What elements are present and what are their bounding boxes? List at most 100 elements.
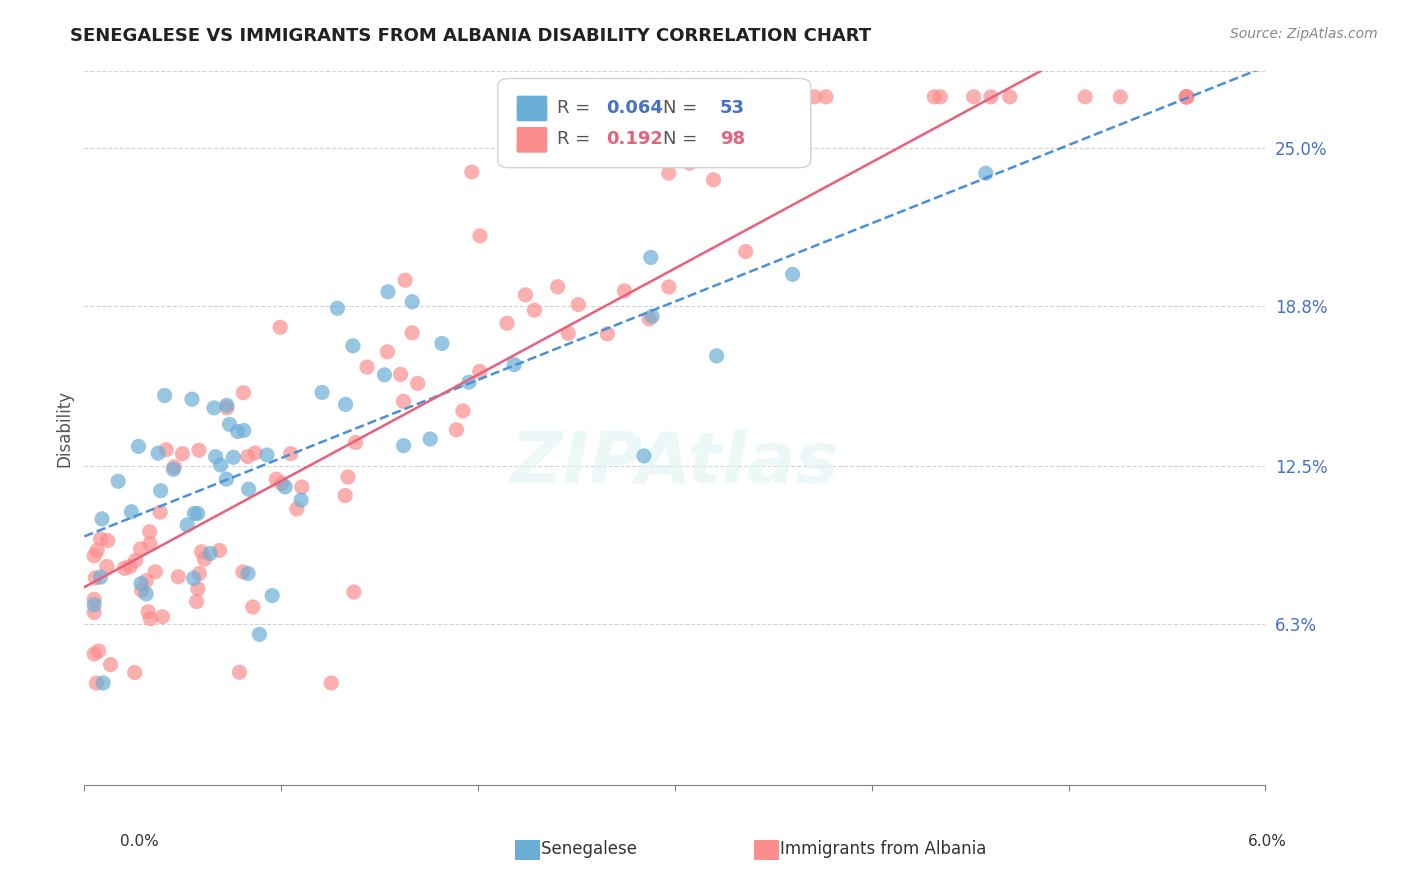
- Text: 0.064: 0.064: [606, 99, 664, 117]
- FancyBboxPatch shape: [516, 127, 547, 153]
- Point: [1109, 90, 1132, 104]
- Point: [150, 609, 173, 624]
- Point: [135, 587, 157, 601]
- Text: R =: R =: [557, 130, 596, 148]
- Point: [162, 462, 184, 476]
- Point: [335, 397, 357, 411]
- Point: [112, 561, 135, 575]
- Point: [228, 665, 250, 680]
- Point: [139, 537, 162, 551]
- Point: [446, 423, 468, 437]
- Point: [91, 676, 114, 690]
- Point: [163, 459, 186, 474]
- Point: [280, 447, 302, 461]
- Point: [496, 316, 519, 330]
- Point: [124, 553, 146, 567]
- Point: [215, 398, 238, 412]
- Point: [232, 565, 254, 579]
- Point: [557, 326, 579, 341]
- Point: [1175, 90, 1198, 104]
- Point: [153, 388, 176, 402]
- Point: [515, 288, 537, 302]
- Point: [567, 297, 589, 311]
- FancyBboxPatch shape: [498, 78, 811, 168]
- Point: [419, 432, 441, 446]
- Point: [131, 583, 153, 598]
- Point: [1175, 90, 1198, 104]
- Point: [218, 417, 240, 432]
- FancyBboxPatch shape: [516, 95, 547, 121]
- Point: [342, 339, 364, 353]
- Point: [236, 450, 259, 464]
- Point: [89, 570, 111, 584]
- Point: [343, 585, 366, 599]
- Point: [129, 541, 152, 556]
- Point: [929, 90, 952, 104]
- Point: [186, 594, 208, 608]
- Point: [236, 566, 259, 581]
- Point: [143, 565, 166, 579]
- Point: [392, 439, 415, 453]
- Point: [209, 458, 232, 472]
- Point: [1175, 90, 1198, 104]
- Point: [138, 524, 160, 539]
- Point: [803, 90, 825, 104]
- Point: [204, 450, 226, 464]
- Point: [183, 507, 205, 521]
- Point: [148, 446, 170, 460]
- Point: [215, 472, 238, 486]
- Point: [269, 320, 291, 334]
- Point: [290, 493, 312, 508]
- Point: [222, 450, 245, 465]
- Point: [373, 368, 395, 382]
- Point: [202, 401, 225, 415]
- Text: 98: 98: [720, 130, 745, 148]
- Point: [135, 574, 157, 588]
- Point: [97, 533, 120, 548]
- Point: [394, 273, 416, 287]
- Point: [430, 336, 453, 351]
- Point: [333, 488, 356, 502]
- Point: [208, 543, 231, 558]
- Point: [270, 476, 292, 491]
- Y-axis label: Disability: Disability: [55, 390, 73, 467]
- Point: [91, 512, 114, 526]
- Point: [215, 401, 238, 415]
- Point: [167, 570, 190, 584]
- Point: [187, 443, 209, 458]
- Point: [468, 228, 491, 243]
- Point: [84, 571, 107, 585]
- Point: [242, 600, 264, 615]
- Text: SENEGALESE VS IMMIGRANTS FROM ALBANIA DISABILITY CORRELATION CHART: SENEGALESE VS IMMIGRANTS FROM ALBANIA DI…: [70, 27, 872, 45]
- Point: [458, 375, 481, 389]
- Point: [451, 404, 474, 418]
- Point: [83, 592, 105, 607]
- Point: [638, 312, 661, 326]
- Point: [262, 589, 284, 603]
- Point: [176, 518, 198, 533]
- Point: [118, 559, 141, 574]
- Text: Immigrants from Albania: Immigrants from Albania: [759, 840, 987, 858]
- Point: [100, 657, 122, 672]
- Text: Senegalese: Senegalese: [520, 840, 637, 858]
- Point: [86, 676, 108, 690]
- Text: 6.0%: 6.0%: [1247, 834, 1286, 849]
- Point: [974, 166, 997, 180]
- Point: [107, 475, 129, 489]
- Point: [83, 647, 105, 661]
- Point: [377, 344, 399, 359]
- Text: N =: N =: [664, 130, 703, 148]
- Point: [406, 376, 429, 391]
- Point: [243, 446, 266, 460]
- Point: [326, 301, 349, 316]
- Point: [734, 244, 756, 259]
- Point: [523, 303, 546, 318]
- Point: [389, 368, 412, 382]
- Point: [633, 449, 655, 463]
- Point: [1175, 90, 1198, 104]
- Point: [149, 505, 172, 519]
- Text: 0.0%: 0.0%: [120, 834, 159, 849]
- Point: [181, 392, 204, 407]
- Point: [640, 251, 662, 265]
- Point: [356, 360, 378, 375]
